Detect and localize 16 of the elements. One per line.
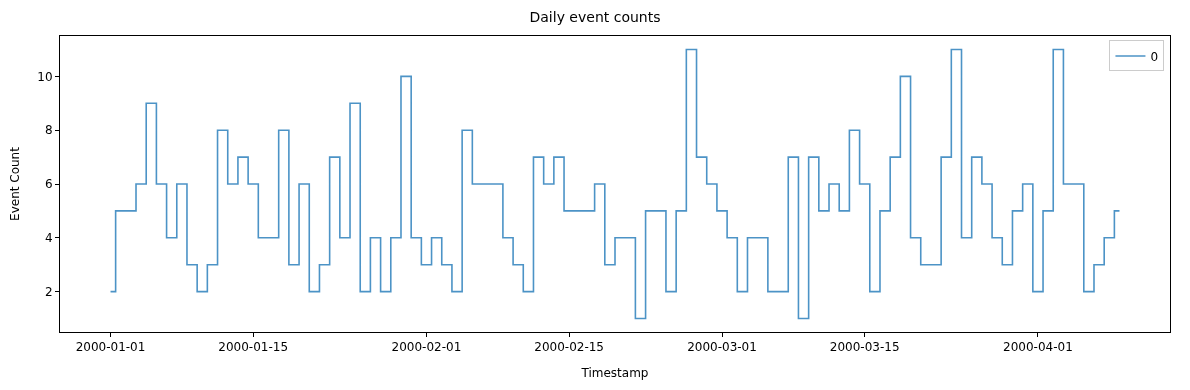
x-tick-label: 2000-02-01 [391,340,462,355]
x-tick-label: 2000-01-15 [218,340,289,355]
legend-label: 0 [1150,49,1159,64]
chart-title: Daily event counts [529,8,661,25]
x-tick-label: 2000-03-15 [829,340,900,355]
x-tick-label: 2000-04-01 [1003,340,1073,355]
y-tick-label: 2 [44,284,53,299]
y-tick-label: 4 [44,231,53,246]
x-tick-label: 2000-01-01 [75,340,146,355]
x-axis-title: Timestamp [580,366,649,381]
y-axis-title: Event Count [7,146,22,221]
x-tick-label: 2000-03-01 [687,340,757,355]
y-tick-label: 10 [37,69,53,84]
y-tick-label: 8 [44,123,53,138]
y-tick-label: 6 [44,177,53,192]
x-tick-label: 2000-02-15 [534,340,605,355]
